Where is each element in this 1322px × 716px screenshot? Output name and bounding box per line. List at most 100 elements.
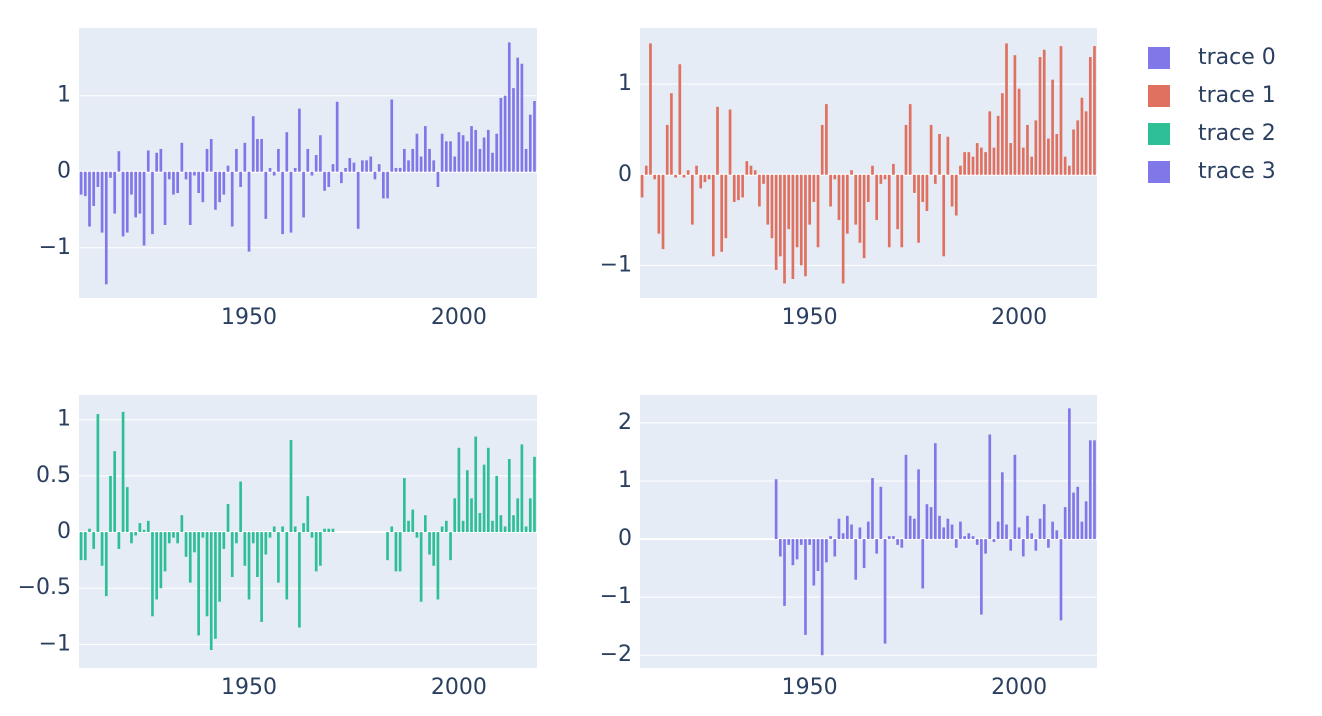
bar [1051, 521, 1054, 540]
bar [971, 156, 975, 175]
bar [482, 137, 486, 172]
bar [858, 174, 862, 243]
bar [1047, 539, 1050, 548]
bar [264, 532, 268, 555]
bar [444, 141, 448, 172]
bar [1005, 524, 1008, 540]
bar [691, 174, 694, 225]
bar [524, 526, 528, 533]
bar [1055, 530, 1059, 540]
bar [980, 539, 983, 615]
bar [908, 104, 912, 175]
bar [929, 124, 933, 175]
bar [209, 532, 213, 651]
bar [197, 532, 200, 636]
bar [1038, 518, 1042, 540]
bar [1042, 504, 1046, 540]
bar [896, 174, 899, 230]
bar [946, 136, 950, 175]
bar [741, 174, 744, 198]
bar [640, 174, 644, 198]
bar [478, 512, 482, 533]
bar [875, 539, 879, 554]
bar [214, 171, 217, 210]
bar [988, 111, 992, 175]
bar [954, 539, 958, 548]
bar [239, 481, 242, 533]
bar [699, 174, 703, 189]
bar [167, 532, 171, 544]
bar [825, 539, 828, 563]
bar [151, 532, 154, 617]
bar [356, 171, 360, 229]
bar [674, 174, 677, 178]
bar [142, 171, 146, 246]
bar [319, 135, 322, 172]
bar [682, 174, 686, 178]
bar [866, 174, 870, 202]
bar [980, 147, 983, 175]
bar [933, 174, 937, 184]
bar [703, 174, 707, 183]
bar [209, 139, 213, 172]
bar [1084, 111, 1088, 175]
bar [335, 101, 339, 172]
y-tick-label: 0 [57, 519, 71, 544]
bar [478, 148, 482, 172]
bar [1068, 408, 1071, 540]
bar [285, 532, 289, 600]
bar [256, 139, 259, 172]
bar [512, 88, 515, 172]
bar [959, 165, 962, 175]
bar [218, 532, 221, 602]
bar [770, 174, 774, 239]
bar [79, 171, 83, 195]
bar [938, 134, 941, 175]
y-tick-label: −0.5 [18, 575, 71, 600]
bar [967, 152, 971, 175]
bar [749, 165, 753, 175]
bar [201, 532, 205, 538]
bar [1017, 527, 1021, 540]
bar [520, 444, 524, 533]
bar [83, 532, 87, 561]
bar [100, 532, 104, 566]
bar [946, 518, 950, 540]
bar [942, 527, 946, 540]
bar [665, 124, 669, 175]
bar [833, 539, 837, 557]
bar [121, 171, 125, 237]
bar [1051, 79, 1054, 175]
bar [520, 63, 524, 172]
bar [499, 515, 503, 533]
bar [908, 515, 912, 540]
bar [205, 148, 209, 172]
bar [1059, 46, 1063, 175]
bar [461, 520, 465, 533]
bar [533, 101, 536, 172]
bar [109, 475, 112, 533]
bar [453, 156, 457, 172]
legend-swatch [1148, 161, 1170, 183]
bar [214, 532, 217, 639]
bar [285, 132, 289, 172]
bar [277, 532, 280, 583]
y-tick-label: 1 [618, 71, 632, 96]
bar [516, 498, 520, 533]
bar [474, 436, 478, 533]
bar [113, 171, 117, 214]
bar [1009, 143, 1013, 175]
bar [1021, 539, 1025, 557]
legend-swatch [1148, 85, 1170, 107]
bar [975, 539, 979, 545]
bar [1088, 440, 1092, 540]
x-tick-label: 2000 [991, 675, 1047, 700]
bar [155, 152, 159, 172]
bar [816, 174, 820, 248]
bar [1076, 120, 1080, 175]
bar [403, 478, 406, 533]
bar [390, 526, 394, 533]
legend-label: trace 2 [1198, 121, 1276, 146]
bar [795, 539, 799, 560]
bar [837, 518, 841, 540]
